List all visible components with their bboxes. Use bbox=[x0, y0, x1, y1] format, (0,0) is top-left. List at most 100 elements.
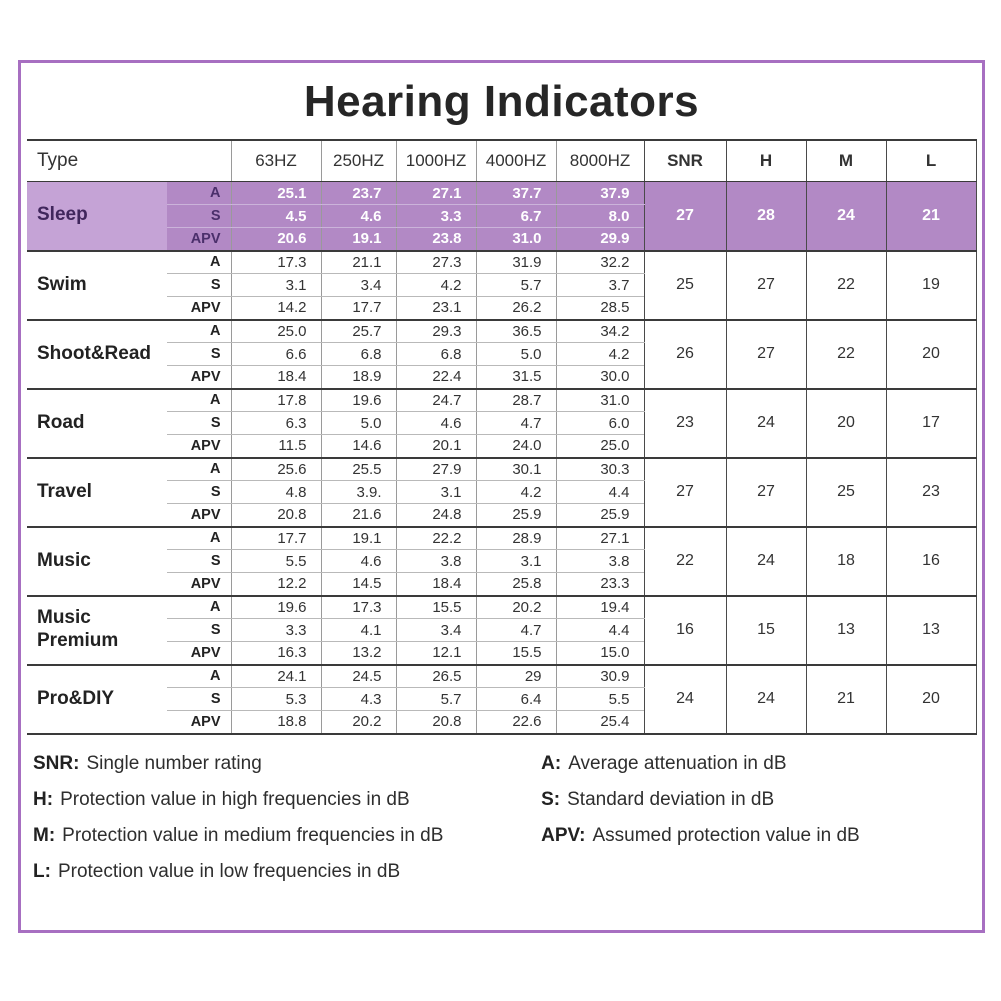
value-cell: 3.1 bbox=[475, 549, 557, 573]
rating-cell: 21 bbox=[805, 664, 887, 735]
value-cell: 22.2 bbox=[395, 526, 477, 550]
table-row: S 6.6 6.8 6.8 5.0 4.2 bbox=[27, 342, 976, 366]
value-cell: 23.7 bbox=[320, 181, 397, 205]
rating-cell: 24 bbox=[805, 181, 887, 252]
legend-term: L: bbox=[33, 860, 51, 882]
value-cell: 3.1 bbox=[230, 273, 322, 297]
rating-cell: 22 bbox=[805, 250, 887, 321]
legend-column-right: A: Average attenuation in dB S: Standard de… bbox=[541, 753, 974, 897]
table-row: Sleep A 25.1 23.7 27.1 37.7 37.9 27 28 24 21 bbox=[27, 181, 977, 252]
value-cell: 3.4 bbox=[320, 273, 397, 297]
value-cell: 30.9 bbox=[555, 664, 645, 688]
value-cell: 5.7 bbox=[475, 273, 557, 297]
rating-cell: 13 bbox=[885, 595, 977, 666]
value-cell: 23.8 bbox=[395, 227, 477, 252]
sub-label-cell: S bbox=[167, 342, 232, 366]
table-row: Music A 17.7 19.1 22.2 28.9 27.1 22 24 18 16 bbox=[27, 526, 977, 597]
sub-label-cell: S bbox=[167, 411, 232, 435]
value-cell: 3.4 bbox=[395, 618, 477, 642]
legend-term: S: bbox=[541, 788, 561, 810]
value-cell: 20.8 bbox=[230, 503, 322, 528]
value-cell: 19.1 bbox=[320, 227, 397, 252]
table-row: Pro&DIY A 24.1 24.5 26.5 29 30.9 24 24 21 20 bbox=[27, 664, 977, 735]
value-cell: 5.0 bbox=[475, 342, 557, 366]
value-cell: 30.0 bbox=[555, 365, 645, 390]
value-cell: 25.1 bbox=[230, 181, 322, 205]
value-cell: 28.5 bbox=[555, 296, 645, 321]
rating-cell: 20 bbox=[805, 388, 887, 459]
value-cell: 36.5 bbox=[475, 319, 557, 343]
value-cell: 4.6 bbox=[320, 549, 397, 573]
value-cell: 15.0 bbox=[555, 641, 645, 666]
legend-item: L: Protection value in low frequencies in… bbox=[33, 861, 541, 883]
value-cell: 4.2 bbox=[555, 342, 645, 366]
value-cell: 24.5 bbox=[320, 664, 397, 688]
value-cell: 4.6 bbox=[395, 411, 477, 435]
value-cell: 6.3 bbox=[230, 411, 322, 435]
legend-term: M: bbox=[33, 824, 56, 846]
value-cell: 25.8 bbox=[475, 572, 557, 597]
legend-text: Protection value in low frequencies in d… bbox=[57, 860, 401, 882]
value-cell: 28.7 bbox=[475, 388, 557, 412]
value-cell: 31.0 bbox=[475, 227, 557, 252]
value-cell: 5.5 bbox=[230, 549, 322, 573]
value-cell: 20.2 bbox=[475, 595, 557, 619]
table-row: APV 11.5 14.6 20.1 24.0 25.0 bbox=[27, 434, 976, 459]
table-row: S 4.5 4.6 3.3 6.7 8.0 bbox=[27, 204, 976, 228]
value-cell: 31.5 bbox=[475, 365, 557, 390]
value-cell: 5.5 bbox=[555, 687, 645, 711]
rating-cell: 26 bbox=[643, 319, 727, 390]
rating-cell: 22 bbox=[805, 319, 887, 390]
value-cell: 3.8 bbox=[395, 549, 477, 573]
value-cell: 4.2 bbox=[395, 273, 477, 297]
legend-text: Protection value in medium frequencies i… bbox=[62, 824, 444, 846]
table-row: Music Premium A 19.6 17.3 15.5 20.2 19.4 16 15 13… bbox=[27, 595, 977, 666]
value-cell: 4.3 bbox=[320, 687, 397, 711]
value-cell: 6.8 bbox=[395, 342, 477, 366]
value-cell: 4.8 bbox=[230, 480, 322, 504]
content-frame: Hearing Indicators Type 63HZ 250HZ 1000HZ 40… bbox=[18, 60, 985, 933]
value-cell: 12.2 bbox=[230, 572, 322, 597]
table-row: Travel A 25.6 25.5 27.9 30.1 30.3 27 27 25 23 bbox=[27, 457, 977, 528]
value-cell: 19.6 bbox=[320, 388, 397, 412]
table-header: Type 63HZ 250HZ 1000HZ 4000HZ 8000HZ SNR H M L bbox=[27, 140, 977, 182]
value-cell: 20.8 bbox=[395, 710, 477, 735]
value-cell: 6.7 bbox=[475, 204, 557, 228]
value-cell: 28.9 bbox=[475, 526, 557, 550]
sub-label-cell: A bbox=[167, 250, 232, 274]
legend-text: Average attenuation in dB bbox=[568, 752, 787, 774]
value-cell: 20.1 bbox=[395, 434, 477, 459]
value-cell: 24.1 bbox=[230, 664, 322, 688]
legend-term: H: bbox=[33, 788, 54, 810]
rating-cell: 27 bbox=[643, 181, 727, 252]
column-header-rating: L bbox=[885, 140, 977, 182]
value-cell: 27.1 bbox=[395, 181, 477, 205]
value-cell: 3.3 bbox=[230, 618, 322, 642]
table-row: APV 14.2 17.7 23.1 26.2 28.5 bbox=[27, 296, 976, 321]
column-header-rating: SNR bbox=[643, 140, 727, 182]
hearing-indicators-table: Type 63HZ 250HZ 1000HZ 4000HZ 8000HZ SNR H M L Sl… bbox=[27, 139, 977, 735]
rating-cell: 25 bbox=[643, 250, 727, 321]
rating-cell: 27 bbox=[725, 319, 807, 390]
value-cell: 37.7 bbox=[475, 181, 557, 205]
value-cell: 17.3 bbox=[230, 250, 322, 274]
rating-cell: 17 bbox=[885, 388, 977, 459]
value-cell: 31.0 bbox=[555, 388, 645, 412]
sub-label-cell: APV bbox=[167, 572, 232, 597]
legend-text: Assumed protection value in dB bbox=[592, 824, 860, 846]
type-cell: Swim bbox=[27, 250, 167, 321]
value-cell: 27.1 bbox=[555, 526, 645, 550]
value-cell: 25.9 bbox=[475, 503, 557, 528]
rating-cell: 24 bbox=[643, 664, 727, 735]
table-row: APV 18.4 18.9 22.4 31.5 30.0 bbox=[27, 365, 976, 390]
value-cell: 5.7 bbox=[395, 687, 477, 711]
legend-item: H: Protection value in high frequencies i… bbox=[33, 789, 541, 811]
value-cell: 27.3 bbox=[395, 250, 477, 274]
rating-cell: 28 bbox=[725, 181, 807, 252]
value-cell: 5.0 bbox=[320, 411, 397, 435]
rating-cell: 25 bbox=[805, 457, 887, 528]
value-cell: 4.2 bbox=[475, 480, 557, 504]
rating-cell: 23 bbox=[885, 457, 977, 528]
sub-label-cell: A bbox=[167, 388, 232, 412]
column-header-rating: M bbox=[805, 140, 887, 182]
